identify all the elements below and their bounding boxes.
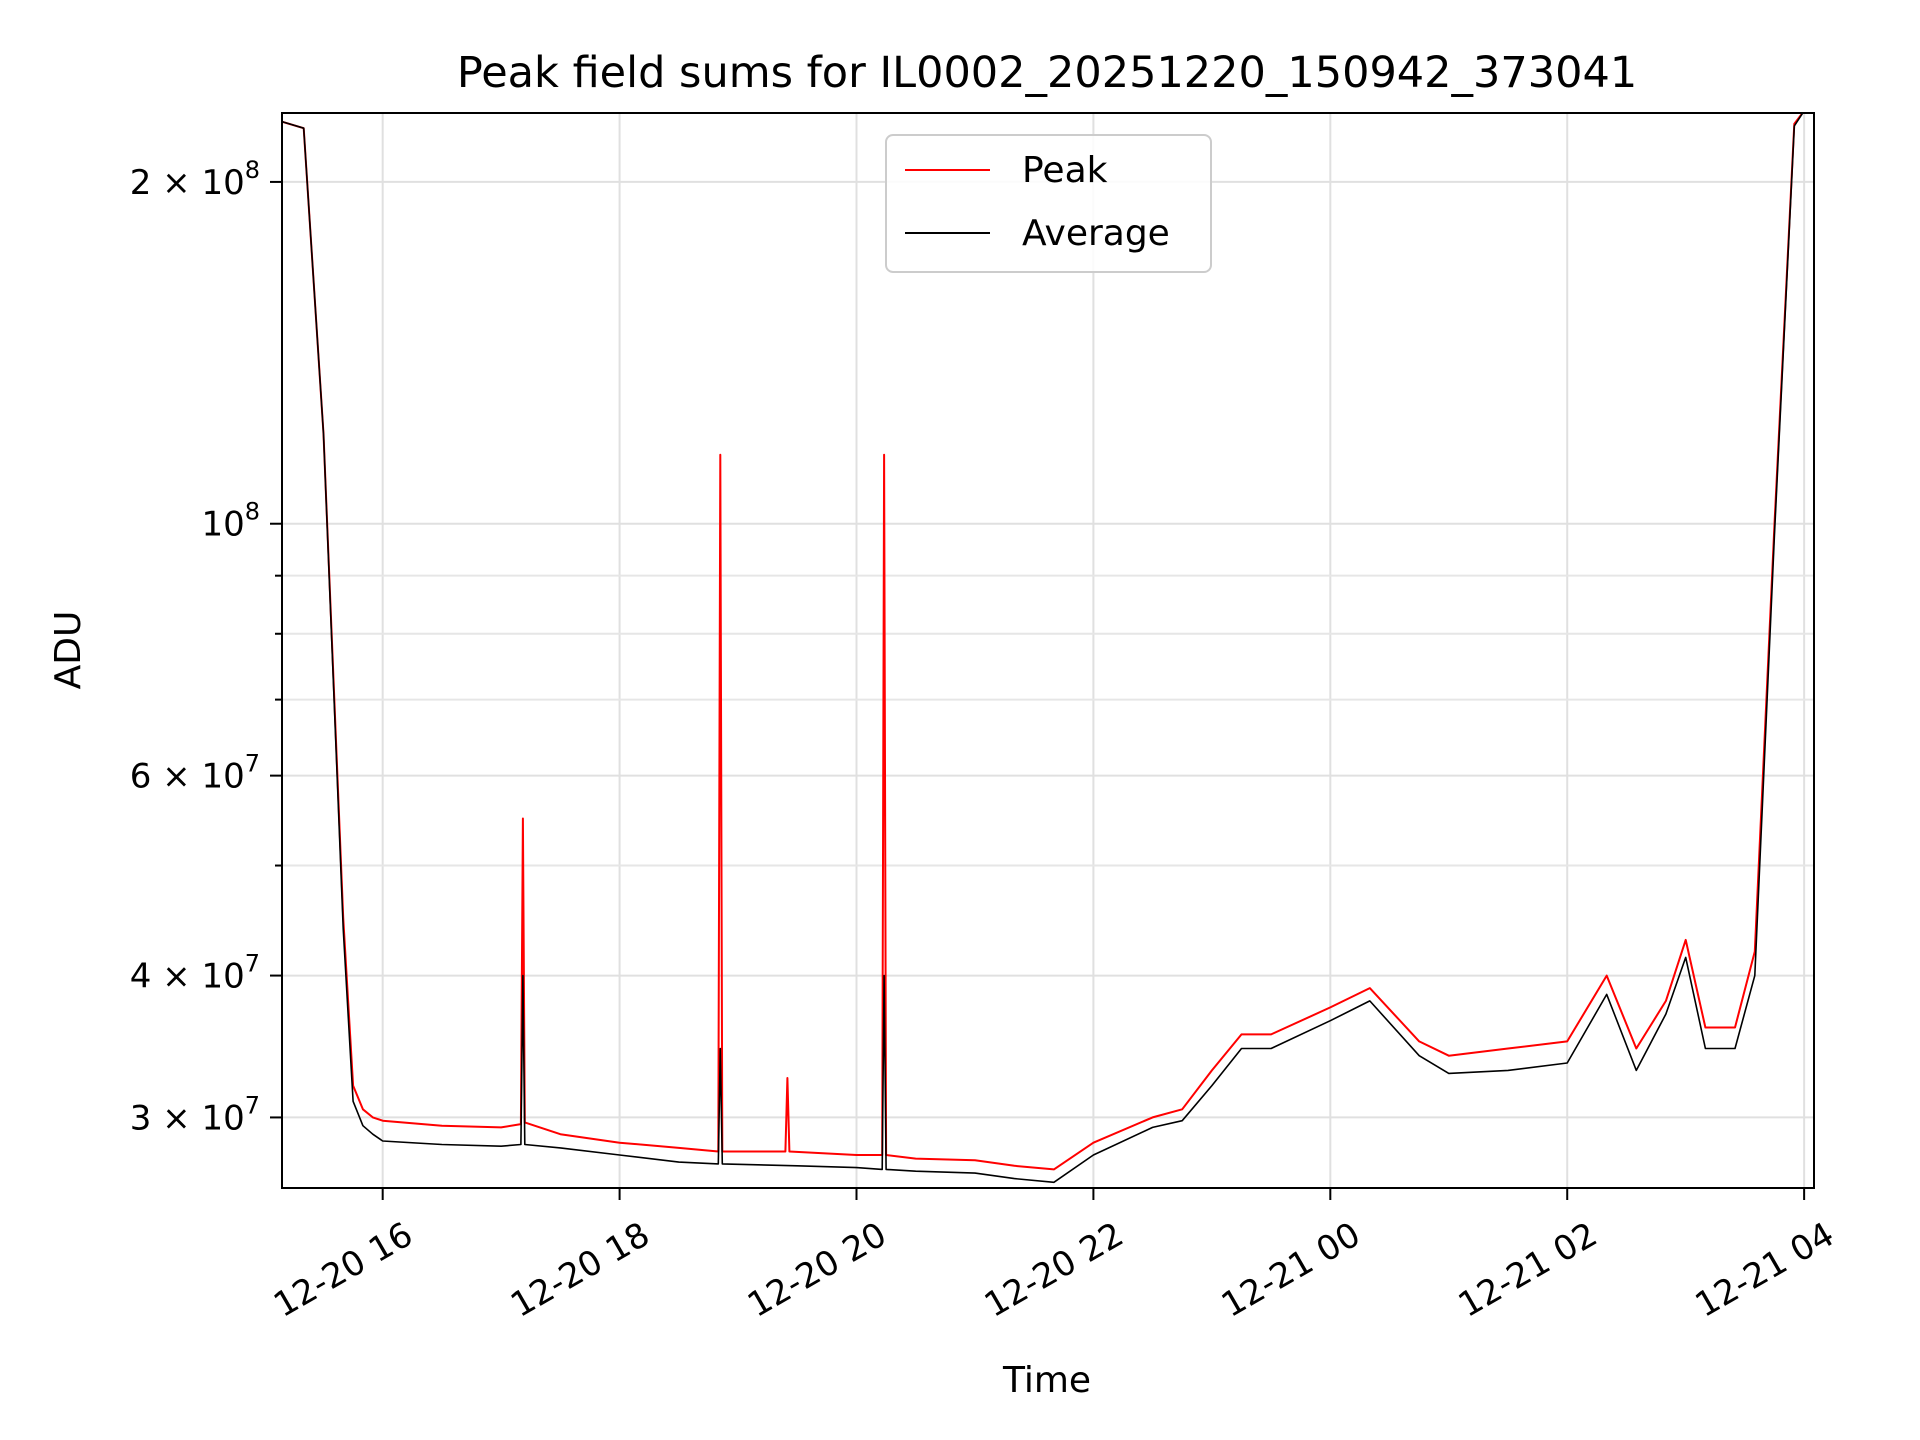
- x-axis-label: Time: [1002, 1360, 1091, 1401]
- y-tick-label: 2 × 108: [130, 156, 260, 203]
- legend: Peak Average: [885, 134, 1212, 273]
- grid: [282, 113, 1814, 1188]
- plot-lines: [282, 113, 1804, 1184]
- y-tick-label: 3 × 107: [130, 1091, 260, 1138]
- y-tick-label: 4 × 107: [130, 950, 260, 997]
- series-line-peak: [282, 113, 1804, 1171]
- y-tick-label: 6 × 107: [130, 750, 260, 797]
- plot-frame: [281, 112, 1815, 1189]
- y-tick-label: 108: [201, 498, 260, 545]
- y-axis-label: ADU: [48, 611, 89, 690]
- chart-title: Peak field sums for IL0002_20251220_1509…: [457, 48, 1637, 98]
- series-line-average: [282, 113, 1804, 1184]
- legend-label-average: Average: [1022, 213, 1170, 254]
- legend-label-peak: Peak: [1022, 150, 1108, 191]
